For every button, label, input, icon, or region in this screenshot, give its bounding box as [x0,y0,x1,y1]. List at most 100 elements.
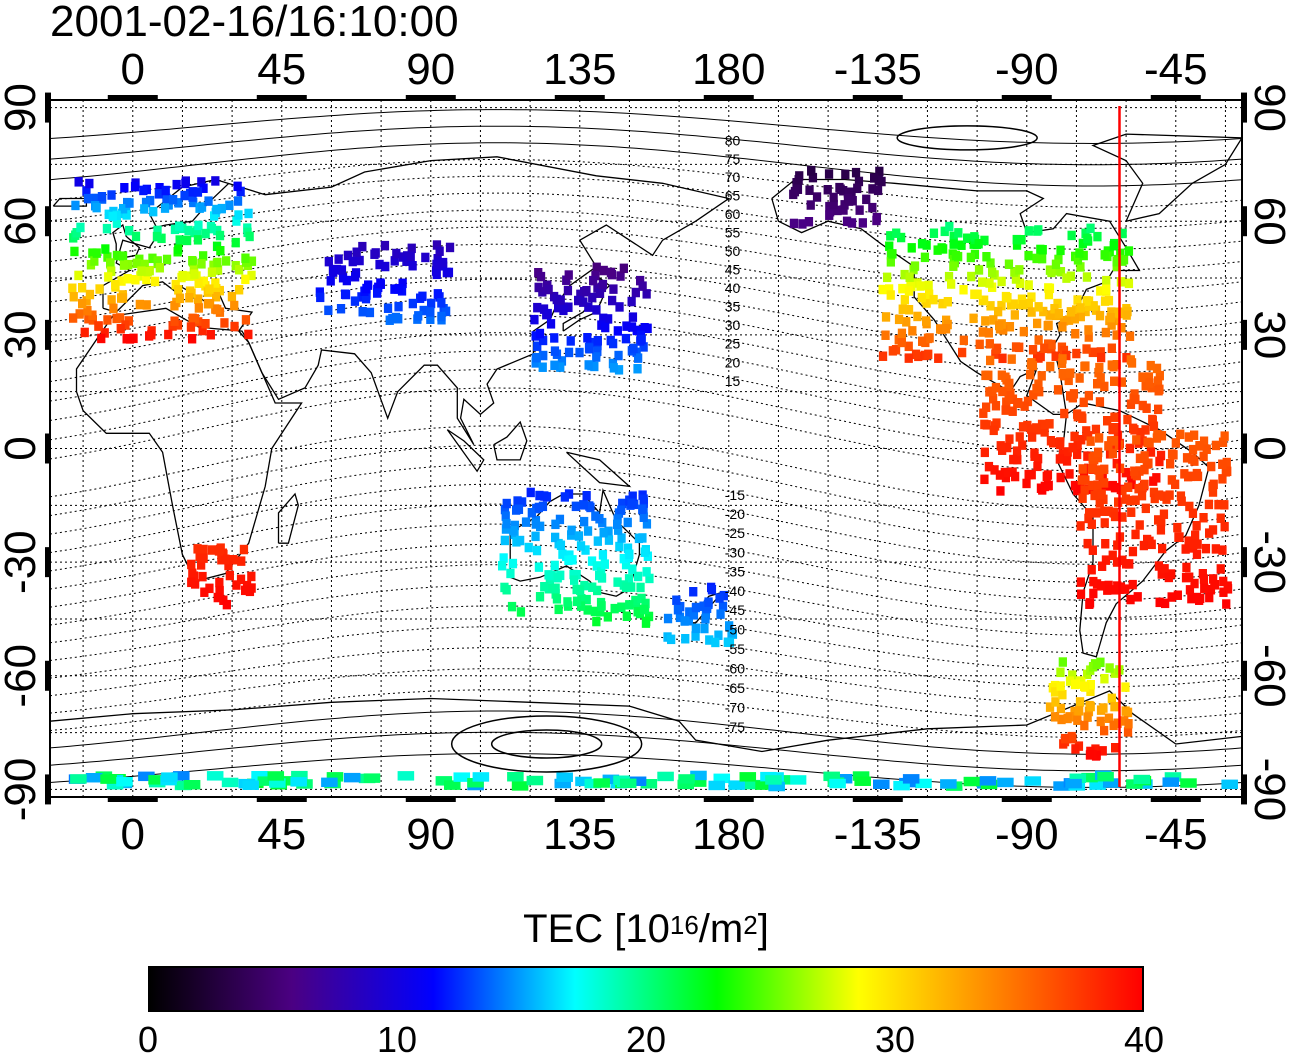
tec-pixel [1062,456,1072,466]
contour-label: 60 [725,206,741,222]
tec-pixel [198,571,207,582]
tec-pixel [1118,228,1127,239]
north-pole-contour [896,125,1038,151]
tec-pixel [897,328,907,339]
tec-pixel [902,774,920,784]
tec-pixel [1092,659,1101,670]
tec-pixel [957,240,966,250]
tec-pixel [1073,449,1082,460]
tec-pixel [432,259,441,270]
tec-pixel [1137,490,1147,501]
tec-pixel [1184,536,1193,546]
tec-pixel [1180,778,1197,788]
frame-tick-bar [45,547,51,578]
tec-pixel [500,535,509,546]
tec-pixel [72,228,81,238]
tec-pixel [545,577,554,588]
tec-pixel [365,307,375,318]
tec-pixel [934,353,943,363]
tec-pixel [583,605,592,615]
tec-pixel [362,283,371,294]
tec-pixel [76,222,85,233]
tec-pixel [714,630,723,640]
tec-pixel [1033,318,1042,329]
tec-pixel [571,501,580,512]
frame-tick-bar [852,796,903,802]
tec-pixel [1065,778,1082,789]
tec-pixel [1037,371,1046,381]
tec-pixel [985,278,994,288]
tec-pixel [593,340,602,351]
tec-pixel [1185,585,1195,595]
tec-pixel [556,540,566,550]
tec-pixel [326,772,344,782]
tec-pixel [140,204,149,214]
tec-pixel [168,321,177,331]
latitude-tick-label-left: 0 [0,436,45,460]
tec-pixel [216,246,225,256]
tec-pixel [728,780,745,790]
tec-pixel [593,346,602,356]
tec-pixel [212,292,221,302]
tec-pixel [1181,544,1190,554]
coastline [277,492,299,544]
tec-pixel [315,287,324,297]
tec-pixel [589,275,598,286]
tec-pixel [898,304,907,314]
tec-pixel [881,312,891,322]
tec-pixel [1171,438,1180,448]
tec-pixel [854,776,871,786]
tec-pixel [341,289,351,300]
tec-pixel [617,533,626,543]
tec-pixel [969,313,978,324]
tec-pixel [348,256,357,267]
tec-pixel [1080,720,1089,731]
tec-pixel [1139,372,1148,382]
tec-pixel [1003,442,1012,453]
tec-pixel [1044,289,1054,300]
frame-tick-bar [554,796,605,802]
tec-pixel [171,279,180,290]
tec-pixel [1110,412,1119,422]
tec-pixel [1086,223,1095,234]
tec-pixel [534,562,544,572]
contour-label: -60 [725,661,745,677]
frame-tick-bar [405,95,456,101]
tec-pixel [868,184,877,194]
tec-pixel [593,336,602,346]
tec-pixel [980,419,989,430]
tec-pixel [1177,496,1186,506]
tec-pixel [394,284,404,294]
tec-pixel [1222,599,1231,609]
tec-pixel [316,292,325,303]
tec-pixel [501,511,510,521]
tec-pixel [904,341,913,352]
tec-pixel [119,204,128,214]
tec-pixel [1124,278,1134,289]
latitude-tick-label-right: 0 [1245,436,1292,460]
tec-pixel [1104,713,1114,723]
tec-pixel [599,528,608,538]
tec-pixel [673,605,683,615]
mlat-contour [49,710,1243,755]
tec-pixel [847,218,857,228]
tec-pixel [1089,780,1106,790]
tec-pixel [291,770,308,781]
tec-pixel [230,321,239,332]
tec-pixel [1110,668,1119,678]
tec-pixel [1077,475,1086,485]
tec-pixel [954,228,963,238]
tec-pixel [615,541,624,552]
tec-pixel [363,773,381,783]
tec-pixel [213,265,223,275]
tec-pixel [1046,436,1056,446]
tec-pixel [106,258,115,268]
tec-pixel [173,771,190,781]
tec-pixel [1024,298,1033,309]
tec-pixel [534,282,543,293]
tec-pixel [1001,372,1010,382]
tec-pixel [998,353,1007,364]
tec-pixel [1161,598,1170,609]
tec-pixel [1040,427,1049,437]
tec-pixel [1027,292,1036,302]
